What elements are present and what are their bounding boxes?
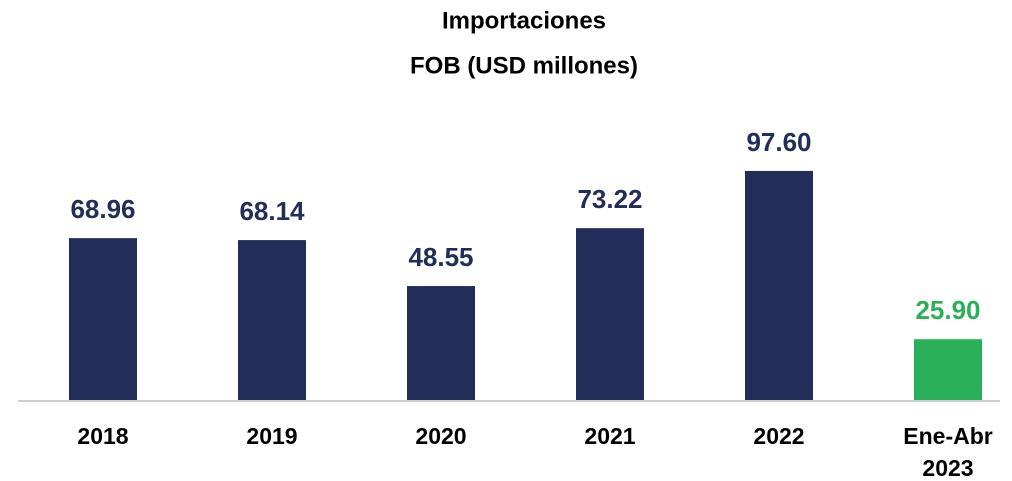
bar [576, 228, 644, 400]
value-label: 68.96 [70, 194, 135, 224]
x-tick-label: 2022 [753, 423, 804, 449]
value-label: 73.22 [577, 184, 642, 214]
bar [69, 238, 137, 400]
bar [238, 240, 306, 400]
bar [914, 339, 982, 400]
x-tick-label: 2021 [584, 423, 635, 449]
x-tick-label: Ene-Abr 2023 [903, 423, 993, 481]
value-label: 97.60 [746, 127, 811, 157]
bar [407, 286, 475, 400]
x-tick-label: 2020 [415, 423, 466, 449]
value-label: 48.55 [408, 242, 473, 272]
chart-title: Importaciones [442, 7, 606, 34]
x-tick-label: 2019 [246, 423, 297, 449]
value-label: 68.14 [239, 196, 305, 226]
x-tick-label: 2018 [77, 423, 128, 449]
chart-subtitle: FOB (USD millones) [410, 52, 638, 79]
bar [745, 170, 813, 400]
value-label: 25.90 [915, 295, 980, 325]
